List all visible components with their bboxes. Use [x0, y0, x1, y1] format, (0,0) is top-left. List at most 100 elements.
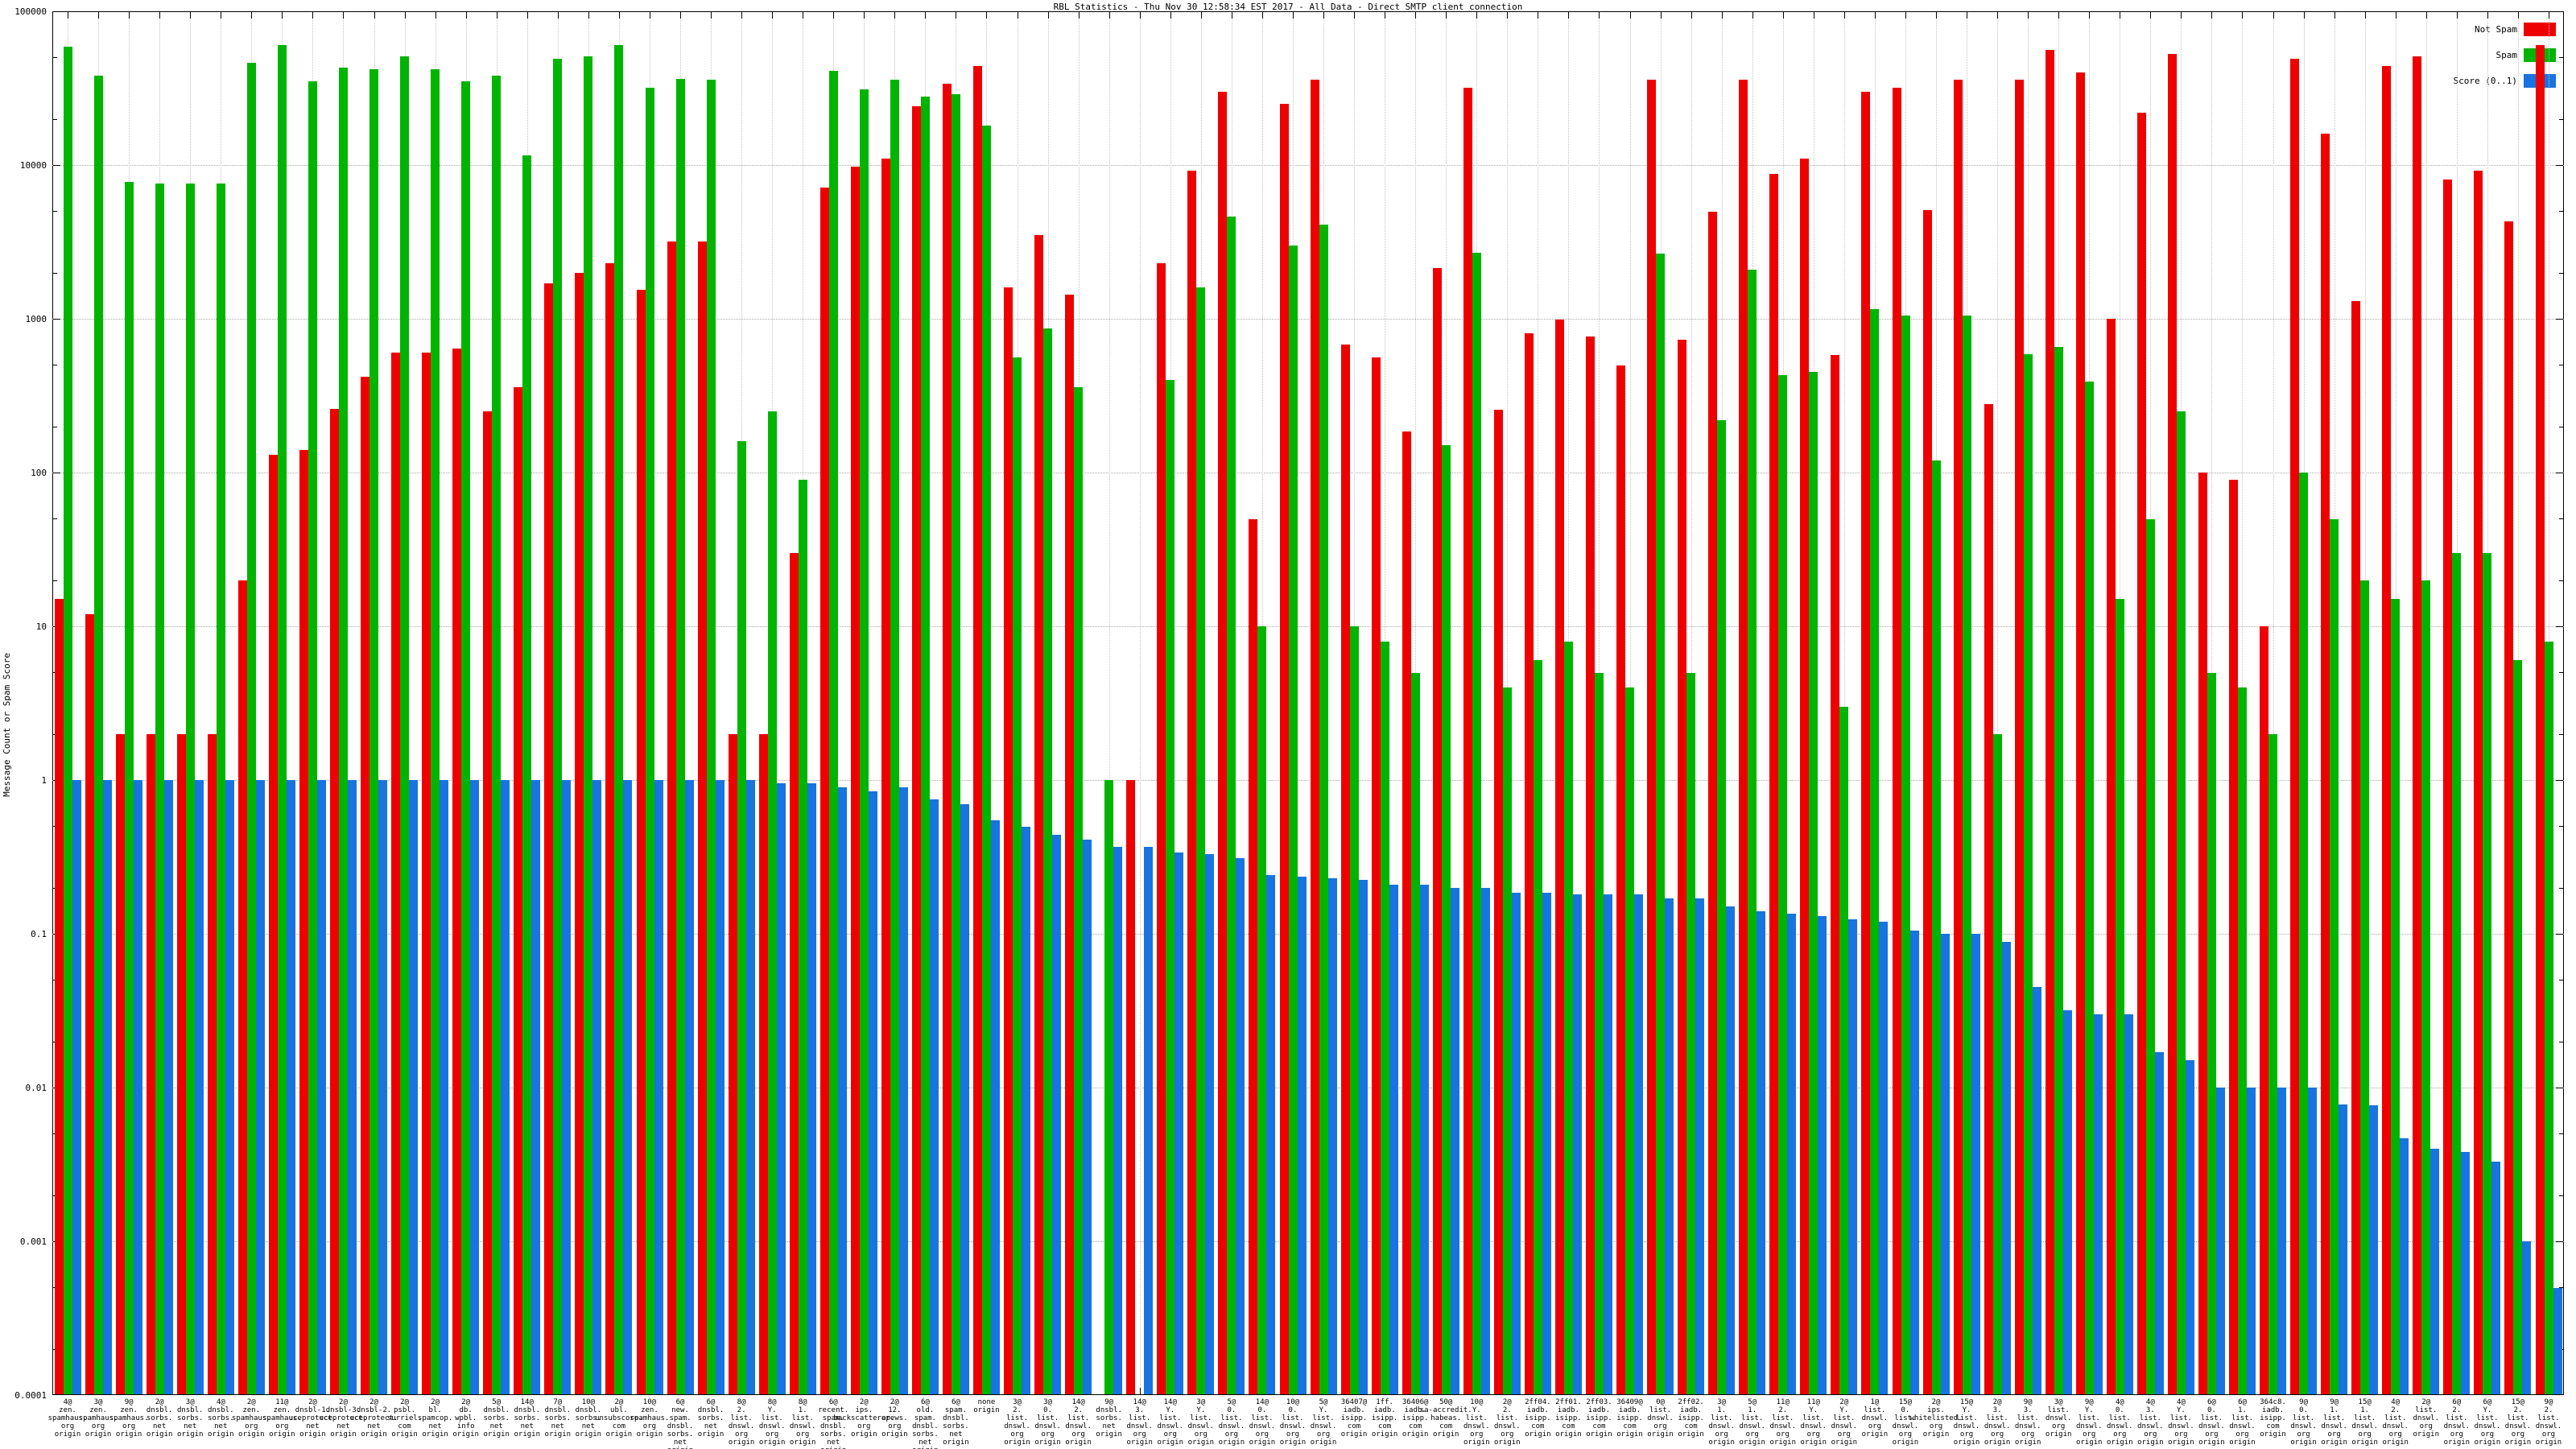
x-tick-top — [680, 12, 681, 19]
spam-bar — [553, 59, 563, 1394]
x-tick-label-line: net — [214, 1422, 228, 1430]
x-tick-label-line: dnswl. — [789, 1422, 816, 1430]
score-bar — [2308, 1088, 2318, 1394]
not-spam-bar — [1554, 319, 1564, 1394]
x-tick-label-line: origin — [2260, 1430, 2286, 1439]
not-spam-bar — [2229, 479, 2238, 1394]
x-tick-label-line: spamhaus. — [231, 1414, 271, 1422]
x-tick-label-line: 2@ — [308, 1398, 317, 1406]
x-tick-label-line: org — [1194, 1430, 1208, 1439]
x-tick-top — [1997, 12, 1999, 19]
x-tick-label-line: org — [2235, 1430, 2249, 1439]
score-bar — [1909, 931, 1919, 1394]
x-tick-label: 15@ 2. list. dnswl. org origin — [2486, 1398, 2550, 1447]
x-tick-label-line: 2. — [2513, 1406, 2523, 1414]
x-tick-label: 4@ 2. list. dnswl. org origin — [2363, 1398, 2428, 1447]
x-tick-label-line: 0. — [1901, 1406, 1910, 1414]
x-tick-top — [1476, 12, 1478, 19]
x-tick-label-line: 14@ — [520, 1398, 534, 1406]
not-spam-bar — [1065, 294, 1075, 1394]
x-tick-top — [343, 12, 345, 19]
x-tick-label-line: dnswl. — [1647, 1414, 1674, 1422]
not-spam-bar — [1402, 431, 1411, 1394]
x-tick-label: 2@ dnsbl-2. uceprotect. net origin — [342, 1398, 407, 1439]
x-tick-label-line: origin — [1371, 1430, 1398, 1439]
x-tick-label-line: origin — [2382, 1439, 2409, 1447]
x-tick-label-line: dnswl. — [1708, 1422, 1735, 1430]
y-minor-tick-left — [53, 118, 57, 120]
spam-bar — [737, 441, 746, 1394]
x-tick-label-line: bl. — [428, 1406, 442, 1414]
score-bar — [316, 780, 326, 1394]
x-tick-label-line: list. — [1067, 1414, 1090, 1422]
x-tick-top — [159, 12, 161, 19]
x-tick-label-line: net — [184, 1422, 197, 1430]
x-tick-label-line: 6@ — [675, 1398, 685, 1406]
score-bar — [2247, 1088, 2256, 1394]
score-bar — [1695, 898, 1705, 1394]
x-tick-label-line: 3@ — [2054, 1398, 2063, 1406]
x-tick-label: 7@ dnsbl. sorbs. net origin — [526, 1398, 590, 1439]
x-tick-label-line: dnsbl. — [943, 1414, 969, 1422]
x-tick-label-line: list. — [2017, 1414, 2039, 1422]
x-tick-label-line: 6@ — [2207, 1398, 2216, 1406]
y-major-tick-right — [2556, 319, 2563, 320]
x-tick-label-line: org — [2021, 1430, 2035, 1439]
x-tick-label-line: 0. — [1288, 1406, 1298, 1414]
not-spam-bar — [1493, 410, 1503, 1394]
x-tick-top — [2089, 12, 2091, 19]
x-tick-label-line: origin — [801, 1447, 865, 1449]
x-tick-label-line: iadb. — [1343, 1406, 1365, 1414]
score-bar — [898, 786, 908, 1394]
x-tick-label-line: 3@ — [1196, 1398, 1206, 1406]
y-minor-tick-right — [2559, 1195, 2563, 1196]
x-tick-label-line: origin — [1984, 1439, 2011, 1447]
x-tick-label-line: origin — [1800, 1439, 1827, 1447]
x-tick-label-line: list. — [2446, 1414, 2468, 1422]
x-tick-label-line: 2. — [2391, 1406, 2401, 1414]
x-tick-label-line: origin — [1432, 1430, 1459, 1439]
x-gridline — [1108, 12, 1110, 1394]
score-bar — [929, 799, 939, 1394]
score-bar — [2124, 1013, 2133, 1394]
spam-bar — [339, 68, 348, 1394]
x-tick-label-line: origin — [575, 1430, 602, 1439]
x-tick-label-line: origin — [208, 1430, 234, 1439]
not-spam-bar — [237, 580, 247, 1394]
legend-label: Not Spam — [2475, 24, 2517, 35]
not-spam-bar — [1310, 79, 1319, 1394]
x-tick-label-line: apews. — [881, 1414, 908, 1422]
x-tick-top — [557, 12, 559, 19]
x-tick-label: 2@ ubl. unsubscore. com origin — [587, 1398, 651, 1439]
spam-bar — [124, 181, 134, 1394]
x-tick-top — [711, 12, 712, 19]
x-tick-label-line: 3@ — [185, 1398, 195, 1406]
score-bar — [2430, 1149, 2440, 1394]
x-tick-label-line: com — [1439, 1422, 1453, 1430]
x-tick-label-line: origin — [2351, 1439, 2378, 1447]
x-tick-label: 3@ 1. list. dnswl. org origin — [1690, 1398, 1754, 1447]
x-tick-label-line: dnswl. — [758, 1422, 786, 1430]
x-tick-label-line: zen. — [273, 1406, 291, 1414]
x-tick-label-line: 1@ — [1870, 1398, 1880, 1406]
x-tick-label-line: 2@ — [859, 1398, 869, 1406]
x-tick-label-line: dnswl. — [2321, 1422, 2347, 1430]
x-tick-label-line: origin — [2413, 1430, 2440, 1439]
not-spam-bar — [2413, 56, 2422, 1394]
x-tick-label-line: origin — [789, 1439, 816, 1447]
x-tick-label-line: origin — [1034, 1439, 1061, 1447]
x-tick-label-line: 6@ — [828, 1398, 838, 1406]
x-tick-top — [1629, 12, 1631, 19]
x-tick-label: 4@ dnsbl. sorbs. net origin — [188, 1398, 253, 1439]
spam-bar — [920, 96, 930, 1394]
not-spam-bar — [1831, 355, 1840, 1394]
x-tick-label-line: iadb. — [1373, 1406, 1396, 1414]
y-minor-tick-right — [2559, 1133, 2563, 1135]
x-gridline — [2273, 12, 2274, 1394]
score-bar — [960, 803, 969, 1394]
x-tick-label-line: zen. — [242, 1406, 261, 1414]
score-bar — [1327, 877, 1337, 1394]
x-tick-label: 15@ Y. list. dnswl. org origin — [1934, 1398, 1999, 1447]
x-tick-label-line: org — [734, 1430, 749, 1439]
x-tick-label-line: list. — [2047, 1406, 2070, 1414]
